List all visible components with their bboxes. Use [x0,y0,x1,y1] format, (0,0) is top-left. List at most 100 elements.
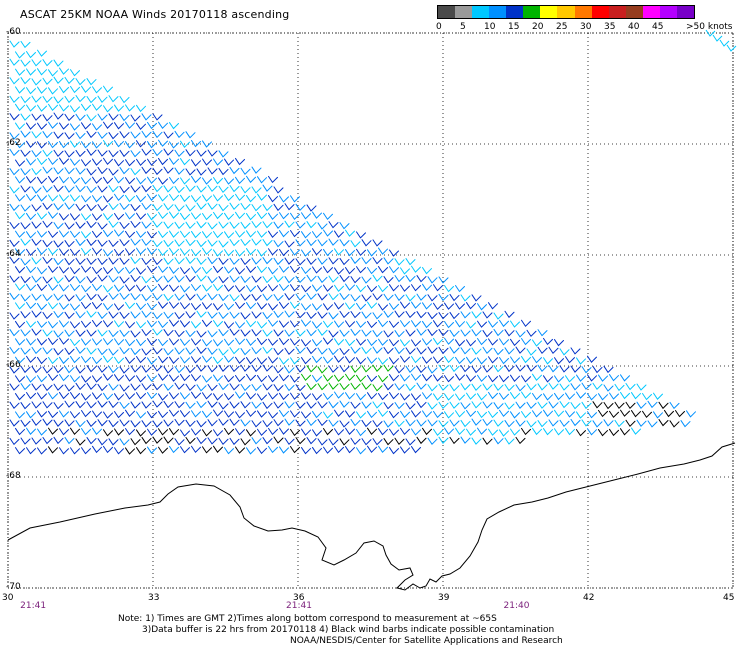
wind-barb [328,438,339,446]
wind-barb [306,311,317,320]
wind-barb [37,230,47,238]
wind-barb [422,356,432,364]
wind-barb [191,266,201,274]
wind-barb [37,86,47,94]
wind-barb [235,285,245,293]
wind-barb [636,383,647,391]
wind-barb [383,330,394,338]
wind-barb [400,339,410,347]
wind-barb [306,401,317,409]
wind-barb [339,239,350,247]
wind-barb [526,364,537,372]
wind-barb [42,59,53,67]
wind-barb [191,391,201,399]
wind-barb [350,401,361,410]
wind-barb [213,429,223,437]
wind-barb [70,411,80,419]
wind-barb [405,329,416,337]
wind-barb [174,347,185,355]
wind-barb [257,249,267,257]
wind-barb [108,132,119,140]
wind-barb [218,185,229,194]
wind-barb [312,393,322,401]
wind-barb [125,392,135,400]
wind-barb [284,418,295,426]
wind-barb [97,257,108,266]
wind-barb [323,411,333,419]
wind-barb [323,392,333,401]
wind-barb [328,293,339,301]
wind-barb [180,194,190,203]
wind-barb [554,375,564,383]
wind-barb [103,267,113,275]
note-line-1: Note: 1) Times are GMT 2)Times along bot… [118,614,497,624]
wind-barb [218,437,229,446]
wind-barb [152,312,163,320]
wind-barb [383,293,394,302]
wind-barb [185,256,196,265]
wind-barb [158,446,168,454]
wind-barb [31,167,42,176]
wind-barb [301,373,311,382]
longitude-label: 33 [148,593,160,603]
wind-barb [295,239,306,247]
wind-barb [356,447,366,455]
wind-barb [31,221,42,229]
wind-barb [147,247,157,255]
wind-barb [103,355,113,363]
colorbar-swatch [540,6,558,18]
wind-barb [625,419,636,428]
wind-barb [185,131,196,139]
wind-barb [130,168,141,176]
wind-barb [26,140,36,148]
wind-barb [53,310,64,319]
wind-barb [125,321,135,329]
wind-barb [543,337,553,346]
wind-barb [284,401,295,409]
wind-barb [361,257,372,265]
wind-barb [70,283,80,292]
wind-barb [317,401,328,409]
wind-barb [367,285,377,293]
wind-barb [191,159,201,167]
wind-barb [658,419,669,427]
wind-barb [246,302,256,310]
wind-barb [345,267,355,275]
wind-barb [240,401,251,409]
wind-barb [53,402,64,410]
wind-barb [394,366,405,374]
wind-barb [81,141,91,149]
wind-barb [312,303,322,311]
chart-title: ASCAT 25KM NOAA Winds 20170118 ascending [20,8,290,21]
wind-barb [169,445,179,454]
wind-barb [405,258,416,266]
wind-barb [350,240,361,248]
wind-barb [284,329,295,337]
wind-barb [136,375,146,383]
wind-barb [493,365,504,373]
wind-barb [114,193,124,202]
wind-barb [147,374,157,382]
wind-barb [565,356,575,364]
wind-barb [92,427,102,435]
wind-barb [9,292,20,301]
wind-barb [290,212,300,221]
wind-barb [48,446,58,454]
wind-barb [394,402,405,410]
wind-barb [70,69,80,77]
wind-barb [158,410,168,419]
wind-barb [279,357,289,365]
wind-barb [444,302,454,310]
wind-barb [284,276,295,284]
wind-barb [229,383,240,391]
wind-barb [268,195,278,203]
wind-barb [383,364,394,372]
wind-barb [158,301,168,309]
wind-barb [279,392,289,401]
wind-barb [389,320,399,329]
wind-barb [114,356,124,365]
wind-barb [42,383,53,392]
wind-barb [97,203,108,212]
wind-barb [114,320,124,328]
wind-barb [609,428,619,437]
